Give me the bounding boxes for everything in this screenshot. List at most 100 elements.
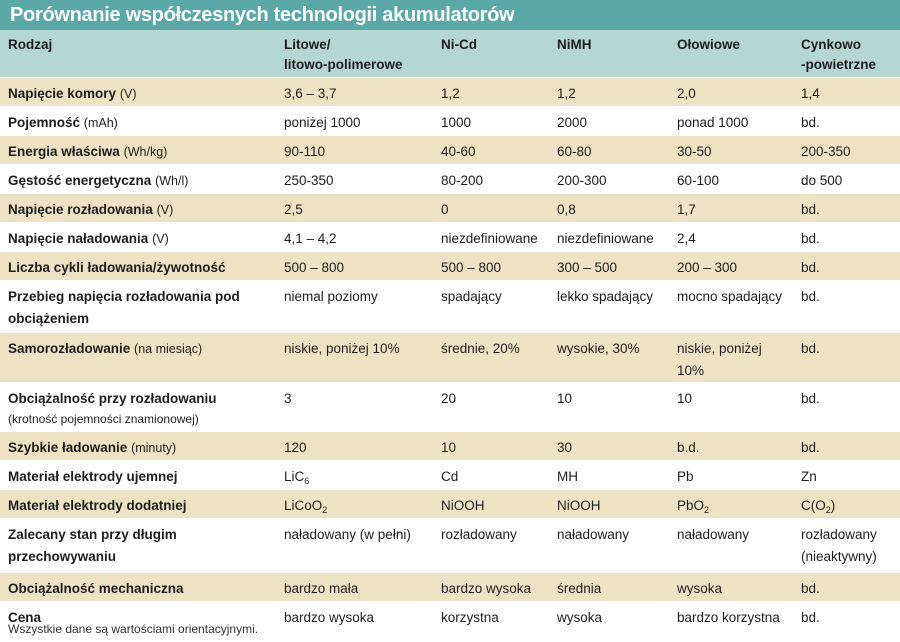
row-label: Napięcie rozładowania (V)	[0, 193, 276, 223]
row-label: Samorozładowanie (na miesiąc)	[0, 332, 276, 383]
property-unit: (mAh)	[83, 115, 118, 130]
column-header-line: litowo-polimerowe	[284, 57, 403, 72]
table-title: Porównanie współczesnych technologii aku…	[0, 0, 900, 30]
cell-text: wysoka	[677, 580, 723, 596]
table-row: Materiał elektrody ujemnej LiC6 Cd MH Pb Zn	[0, 460, 900, 490]
cell-text: 250-350	[284, 172, 334, 188]
subscript: 2	[704, 504, 710, 515]
property-name: Materiał elektrody dodatniej	[8, 497, 187, 513]
table-cell: poniżej 1000	[276, 106, 433, 136]
table-cell: lekko spadający	[549, 280, 669, 333]
table-cell: wysokie, 30%	[549, 332, 669, 383]
cell-text: 30	[557, 439, 573, 455]
row-label: Napięcie naładowania (V)	[0, 222, 276, 252]
cell-text: 0,8	[557, 201, 576, 217]
property-unit: (V)	[152, 231, 169, 246]
cell-text: bardzo korzystna	[677, 609, 780, 625]
cell-text: niezdefiniowane	[441, 230, 538, 246]
table-cell: niezdefiniowane	[433, 222, 549, 252]
table-cell: naładowany	[549, 518, 669, 573]
table-cell: korzystna	[433, 601, 549, 631]
property-name: Obciążalność mechaniczna	[8, 580, 184, 596]
cell-text: 2,4	[677, 230, 696, 246]
table-cell: 2,4	[669, 222, 793, 252]
table-cell: 250-350	[276, 164, 433, 194]
column-header-line: NiMH	[557, 37, 592, 52]
table-cell: 2,0	[669, 77, 793, 107]
cell-text: bd.	[801, 201, 820, 217]
column-header-line: Ni-Cd	[441, 37, 477, 52]
row-label: Obciążalność przy rozładowaniu (krotność …	[0, 382, 276, 432]
cell-text: niemal poziomy	[284, 288, 378, 304]
table-cell: 200-350	[793, 135, 900, 165]
table-cell: 1,4	[793, 77, 900, 107]
table-cell: bardzo mała	[276, 572, 433, 602]
cell-text: bd.	[801, 288, 820, 304]
row-label: Pojemność (mAh)	[0, 106, 276, 136]
cell-text: bardzo wysoka	[441, 580, 532, 596]
cell-text: 120	[284, 439, 307, 455]
cell-text: wysokie, 30%	[557, 340, 640, 356]
cell-text: LiC	[284, 468, 305, 484]
cell-text: 200-300	[557, 172, 607, 188]
table-cell: średnia	[549, 572, 669, 602]
cell-text: bd.	[801, 609, 820, 625]
cell-text: bardzo wysoka	[284, 609, 375, 625]
table-cell: 2,5	[276, 193, 433, 223]
cell-text: wysoka	[557, 609, 603, 625]
property-name: Napięcie komory	[8, 85, 117, 101]
property-name: Pojemność	[8, 114, 81, 130]
table-cell: 0	[433, 193, 549, 223]
table-cell: 1,2	[433, 77, 549, 107]
table-cell: 500 – 800	[433, 251, 549, 281]
property-note: (krotność pojemności znamionowej)	[8, 411, 199, 426]
cell-text: Cd	[441, 468, 459, 484]
cell-text: do 500	[801, 172, 843, 188]
row-label: Materiał elektrody ujemnej	[0, 460, 276, 490]
cell-text: MH	[557, 468, 578, 484]
table-cell: rozładowany	[433, 518, 549, 573]
property-name: Samorozładowanie	[8, 340, 131, 356]
cell-text: naładowany	[557, 526, 630, 542]
cell-text: C(O	[801, 497, 826, 513]
table-cell: niemal poziomy	[276, 280, 433, 333]
cell-text: bd.	[801, 259, 820, 275]
table-row: Obciążalność przy rozładowaniu (krotność …	[0, 382, 900, 432]
cell-text: poniżej 1000	[284, 114, 361, 130]
table-row: Zalecany stan przy długim przechowywaniu…	[0, 518, 900, 573]
table-row: Gęstość energetyczna (Wh/l) 250-350 80-200…	[0, 164, 900, 194]
comparison-table: Rodzaj Litowe/litowo-polimerowe Ni-Cd NiMH O…	[0, 30, 900, 631]
property-name: Obciążalność przy rozładowaniu	[8, 390, 217, 406]
header-row: Rodzaj Litowe/litowo-polimerowe Ni-Cd NiMH O…	[0, 30, 900, 78]
property-name: Energia właściwa	[8, 143, 120, 159]
cell-text: PbO	[677, 497, 705, 513]
property-unit: (Wh/kg)	[123, 144, 168, 159]
cell-text: bd.	[801, 390, 820, 406]
table-cell: 60-80	[549, 135, 669, 165]
cell-text: ponad 1000	[677, 114, 749, 130]
cell-text: 3,6 – 3,7	[284, 85, 337, 101]
table-cell: naładowany (w pełni)	[276, 518, 433, 573]
footnote: Wszystkie dane są wartościami orientacyj…	[8, 622, 259, 636]
cell-text: 3	[284, 390, 292, 406]
table-cell: 80-200	[433, 164, 549, 194]
table-row: Energia właściwa (Wh/kg) 90-110 40-60 60-80…	[0, 135, 900, 165]
cell-text: lekko spadający	[557, 288, 654, 304]
property-name: Napięcie naładowania	[8, 230, 149, 246]
row-label: Gęstość energetyczna (Wh/l)	[0, 164, 276, 194]
property-unit: (V)	[119, 86, 137, 101]
cell-text: bd.	[801, 340, 820, 356]
cell-text: 300 – 500	[557, 259, 618, 275]
table-cell: 3	[276, 382, 433, 432]
cell-text: 90-110	[284, 143, 326, 159]
row-label: Obciążalność mechaniczna	[0, 572, 276, 602]
cell-text: 2000	[557, 114, 588, 130]
table-body: Napięcie komory (V) 3,6 – 3,7 1,2 1,2 2,0 1,4…	[0, 77, 900, 631]
table-cell: 200-300	[549, 164, 669, 194]
column-header: Ni-Cd	[433, 30, 549, 78]
table-cell: Pb	[669, 460, 793, 490]
table-cell: naładowany	[669, 518, 793, 573]
table-cell: bd.	[793, 251, 900, 281]
table-row: Liczba cykli ładowania/żywotność 500 – 80…	[0, 251, 900, 281]
cell-text: (nieaktywny)	[801, 548, 877, 564]
